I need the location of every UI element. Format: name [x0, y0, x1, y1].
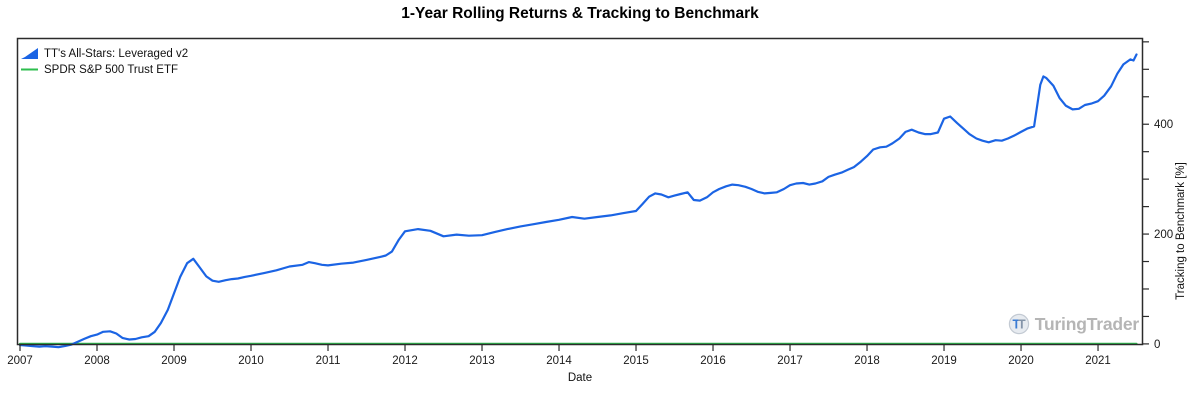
area-wedge-icon	[21, 48, 38, 59]
y-tick-label: 400	[1154, 119, 1173, 131]
y-axis-title: Tracking to Benchmark [%]	[1175, 162, 1187, 300]
x-tick-label: 2018	[854, 355, 880, 367]
x-tick-label: 2016	[700, 355, 726, 367]
svg-text:T: T	[1018, 318, 1026, 332]
line-icon	[21, 68, 38, 71]
x-tick-label: 2009	[161, 355, 187, 367]
x-tick-label: 2011	[316, 355, 341, 367]
legend-label-strategy: TT's All-Stars: Leveraged v2	[44, 47, 189, 60]
x-tick-label: 2010	[238, 355, 264, 367]
x-tick-label: 2013	[469, 355, 495, 367]
watermark-text: TuringTrader	[1034, 313, 1139, 334]
y-tick-label: 0	[1154, 339, 1160, 351]
plot-frame	[16, 37, 1144, 346]
legend-item-strategy: TT's All-Stars: Leveraged v2	[21, 47, 188, 60]
x-tick-label: 2020	[1008, 355, 1034, 367]
svg-text:T: T	[1012, 318, 1020, 332]
y-tick-label: 200	[1154, 229, 1173, 241]
chart-title: 1-Year Rolling Returns & Tracking to Ben…	[401, 5, 759, 22]
x-tick-label: 2021	[1085, 355, 1111, 367]
series-line-strategy	[18, 53, 1138, 349]
legend-label-benchmark: SPDR S&P 500 Trust ETF	[44, 63, 179, 76]
x-tick-label: 2015	[623, 355, 649, 367]
legend: TT's All-Stars: Leveraged v2 SPDR S&P 50…	[21, 47, 188, 76]
x-tick-label: 2012	[392, 355, 418, 367]
turingtrader-logo-icon: T T	[1008, 313, 1029, 335]
x-axis-title: Date	[567, 372, 593, 384]
x-tick-label: 2014	[546, 355, 572, 367]
legend-item-benchmark: SPDR S&P 500 Trust ETF	[21, 63, 188, 76]
x-tick-label: 2017	[777, 355, 803, 367]
watermark: T T TuringTrader	[1008, 313, 1139, 335]
x-tick-label: 2019	[931, 355, 957, 367]
x-tick-label: 2007	[7, 355, 33, 367]
x-tick-label: 2008	[84, 355, 110, 367]
